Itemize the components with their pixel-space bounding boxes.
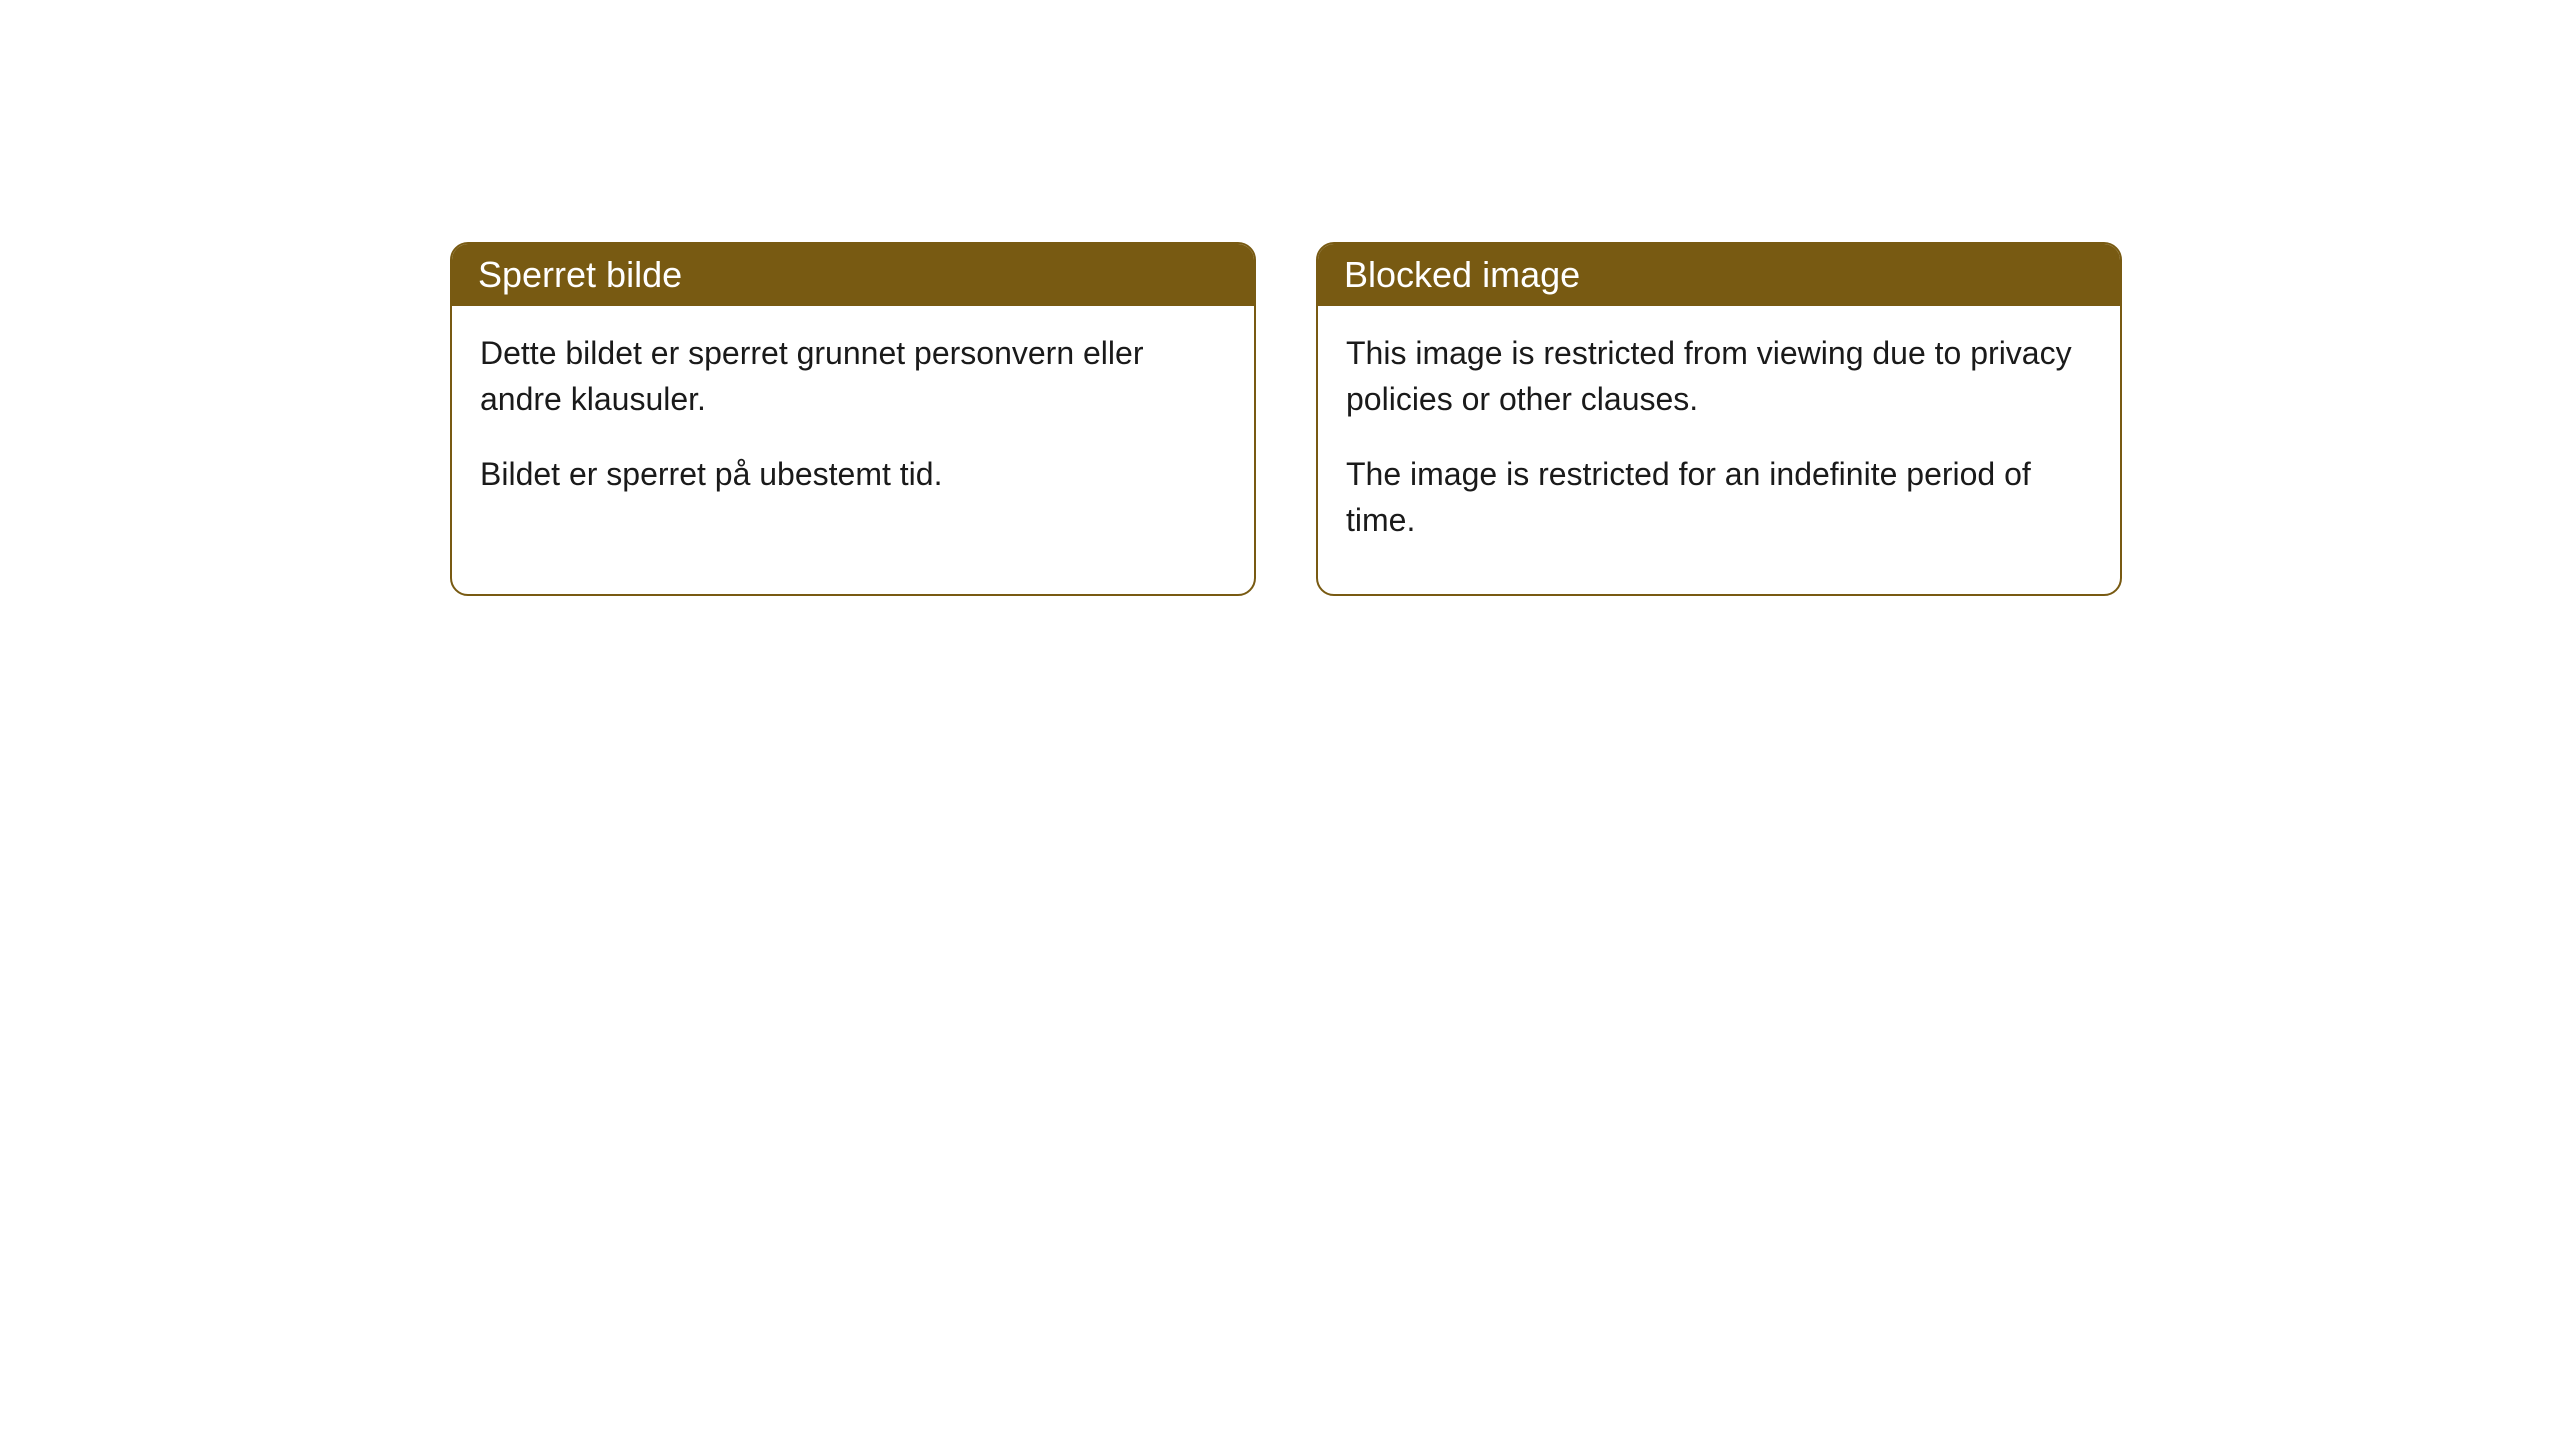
notice-card-norwegian: Sperret bilde Dette bildet er sperret gr… bbox=[450, 242, 1256, 596]
card-title: Sperret bilde bbox=[478, 254, 682, 295]
notice-card-english: Blocked image This image is restricted f… bbox=[1316, 242, 2122, 596]
card-body-english: This image is restricted from viewing du… bbox=[1318, 306, 2120, 594]
notice-container: Sperret bilde Dette bildet er sperret gr… bbox=[450, 242, 2122, 596]
card-paragraph: Dette bildet er sperret grunnet personve… bbox=[480, 330, 1226, 423]
card-paragraph: This image is restricted from viewing du… bbox=[1346, 330, 2092, 423]
card-body-norwegian: Dette bildet er sperret grunnet personve… bbox=[452, 306, 1254, 547]
card-header-norwegian: Sperret bilde bbox=[452, 244, 1254, 306]
card-header-english: Blocked image bbox=[1318, 244, 2120, 306]
card-paragraph: Bildet er sperret på ubestemt tid. bbox=[480, 451, 1226, 497]
card-title: Blocked image bbox=[1344, 254, 1580, 295]
card-paragraph: The image is restricted for an indefinit… bbox=[1346, 451, 2092, 544]
